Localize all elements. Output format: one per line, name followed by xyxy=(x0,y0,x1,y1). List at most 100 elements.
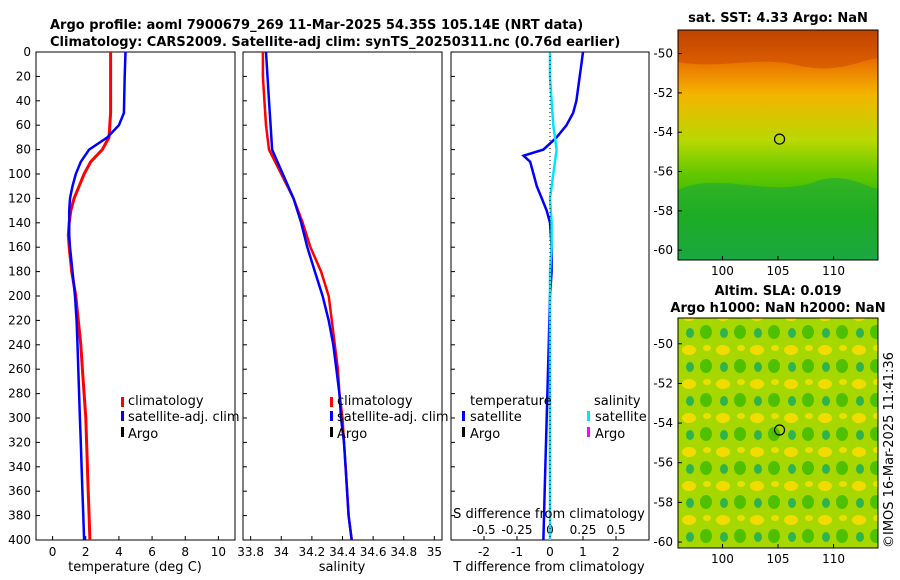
lon-tick-label: 100 xyxy=(711,264,734,278)
depth-tick-label: 140 xyxy=(8,216,31,230)
sla-map-tick-labels: 100 105 110 -50 -52 -54 -56 -58 -60 xyxy=(653,337,845,566)
x-tick-label: 2 xyxy=(612,545,620,559)
depth-tick-label: 260 xyxy=(8,362,31,376)
x-tick-label: 8 xyxy=(181,545,189,559)
temperature-tick-labels: 0 2 4 6 8 10 xyxy=(49,536,226,559)
x-tick-label: 34.8 xyxy=(390,545,417,559)
depth-tick-label: 400 xyxy=(8,533,31,547)
depth-tick-label: 200 xyxy=(8,289,31,303)
x-tick-label: 34.2 xyxy=(299,545,326,559)
legend-climatology-swatch xyxy=(121,397,124,407)
x-tick-label: -2 xyxy=(478,545,490,559)
series-line-satellite-adj-clim xyxy=(67,51,127,541)
legend-temperature-satellite-swatch xyxy=(462,411,465,421)
sla-map-image xyxy=(677,317,879,549)
legend-argo-label: Argo xyxy=(337,427,367,442)
salinity-difference-tick-label: 0.5 xyxy=(606,523,625,537)
legend-argo-swatch xyxy=(121,427,124,437)
depth-tick-label: 80 xyxy=(16,143,31,157)
depth-tick-label: 60 xyxy=(16,118,31,132)
lon-tick-label: 100 xyxy=(711,552,734,566)
x-tick-label: 34.6 xyxy=(360,545,387,559)
legend-argo-label: Argo xyxy=(128,427,158,442)
x-tick-label: 0 xyxy=(49,545,57,559)
lon-tick-label: 110 xyxy=(822,552,845,566)
lat-tick-label: -50 xyxy=(653,337,673,351)
sla-map-title-line2: Argo h1000: NaN h2000: NaN xyxy=(670,301,885,316)
depth-tick-label: 120 xyxy=(8,191,31,205)
depth-tick-label: 40 xyxy=(16,94,31,108)
legend-satellite-swatch xyxy=(121,411,124,421)
lat-tick-label: -52 xyxy=(653,86,673,100)
x-tick-label: 6 xyxy=(148,545,156,559)
depth-tick-label: 380 xyxy=(8,509,31,523)
sla-map-panel: Altim. SLA: 0.019 Argo h1000: NaN h2000:… xyxy=(653,284,885,566)
sst-warm-region xyxy=(678,30,878,69)
x-tick-label: -1 xyxy=(511,545,523,559)
x-tick-label: 34 xyxy=(274,545,289,559)
lat-tick-label: -56 xyxy=(653,165,673,179)
legend-temperature-satellite-label: satellite xyxy=(470,410,522,425)
legend-climatology-label: climatology xyxy=(128,394,204,409)
salinity-tick-labels: 33.8 34 34.2 34.4 34.6 34.8 35 xyxy=(237,51,442,559)
legend-temperature-argo-label: Argo xyxy=(470,427,500,442)
lon-tick-label: 105 xyxy=(767,552,790,566)
sst-map-panel: sat. SST: 4.33 Argo: NaN 100 105 110 -50 -52… xyxy=(653,11,879,278)
lat-tick-label: -52 xyxy=(653,376,673,390)
legend-climatology-label: climatology xyxy=(337,394,413,409)
difference-panel: -2 -1 0 1 2-0.5 -0.25 0 0.25 0.5 S difference fr… xyxy=(450,51,650,575)
lat-tick-label: -58 xyxy=(653,495,673,509)
lat-tick-label: -54 xyxy=(653,416,673,430)
x-tick-label: 2 xyxy=(82,545,90,559)
legend-temperature-argo-swatch xyxy=(462,427,465,437)
salinity-axes-box xyxy=(242,51,443,541)
argo-float-marker xyxy=(773,424,786,436)
depth-tick-label: 20 xyxy=(16,69,31,83)
lat-tick-label: -56 xyxy=(653,456,673,470)
salinity-difference-tick-label: 0.25 xyxy=(570,523,597,537)
depth-tick-label: 160 xyxy=(8,240,31,254)
depth-tick-label: 220 xyxy=(8,313,31,327)
x-tick-label: 35 xyxy=(427,545,442,559)
difference-lines xyxy=(521,51,585,541)
legend-salinity-argo-label: Argo xyxy=(595,427,625,442)
salinity-lines xyxy=(261,51,353,541)
salinity-panel: 33.8 34 34.2 34.4 34.6 34.8 35 salinity climat… xyxy=(237,51,449,575)
figure-title-line2: Climatology: CARS2009. Satellite-adj cli… xyxy=(50,35,620,50)
legend-salinity-title: salinity xyxy=(594,394,641,409)
depth-tick-label: 360 xyxy=(8,484,31,498)
depth-tick-label: 180 xyxy=(8,265,31,279)
depth-tick-labels: 0 20 40 60 80 100 120 140 160 180 200 220 240 260 280 3… xyxy=(8,45,40,547)
lat-tick-label: -60 xyxy=(653,243,673,257)
figure-title-line1: Argo profile: aoml 7900679_269 11-Mar-20… xyxy=(50,18,583,33)
series-line-salinity-satellite xyxy=(548,52,558,540)
legend-temperature-title: temperature xyxy=(470,394,552,409)
depth-tick-label: 240 xyxy=(8,338,31,352)
legend-satellite-label: satellite-adj. clim xyxy=(337,410,449,425)
sla-map-title-line1: Altim. SLA: 0.019 xyxy=(715,284,842,299)
depth-tick-label: 0 xyxy=(23,45,31,59)
salinity-difference-tick-label: -0.25 xyxy=(501,523,532,537)
x-tick-label: 33.8 xyxy=(237,545,264,559)
legend-salinity-argo-swatch xyxy=(587,427,590,437)
x-tick-label: 4 xyxy=(115,545,123,559)
legend-satellite-swatch xyxy=(330,411,333,421)
legend-salinity-satellite-swatch xyxy=(587,411,590,421)
legend-satellite-label: satellite-adj. clim xyxy=(128,410,240,425)
depth-tick-label: 340 xyxy=(8,460,31,474)
lon-tick-label: 110 xyxy=(822,264,845,278)
temperature-panel: 0204060801001201401601802002202402602803… xyxy=(8,45,240,575)
legend-climatology-swatch xyxy=(330,397,333,407)
sst-map-tick-labels: 100 105 110 -50 -52 -54 -56 -58 -60 xyxy=(653,47,845,278)
temperature-legend: climatology satellite-adj. clim Argo xyxy=(121,394,240,442)
x-tick-label: 0 xyxy=(546,545,554,559)
lat-tick-label: -60 xyxy=(653,535,673,549)
sst-map-title: sat. SST: 4.33 Argo: NaN xyxy=(688,11,868,26)
salinity-difference-xlabel: S difference from climatology xyxy=(453,507,645,522)
salinity-xlabel: salinity xyxy=(319,560,366,575)
depth-tick-label: 300 xyxy=(8,411,31,425)
sst-cool-region xyxy=(678,177,878,259)
temperature-difference-xlabel: T difference from climatology xyxy=(452,560,645,575)
imos-watermark: ©IMOS 16-Mar-2025 11:41:36 xyxy=(882,352,897,548)
